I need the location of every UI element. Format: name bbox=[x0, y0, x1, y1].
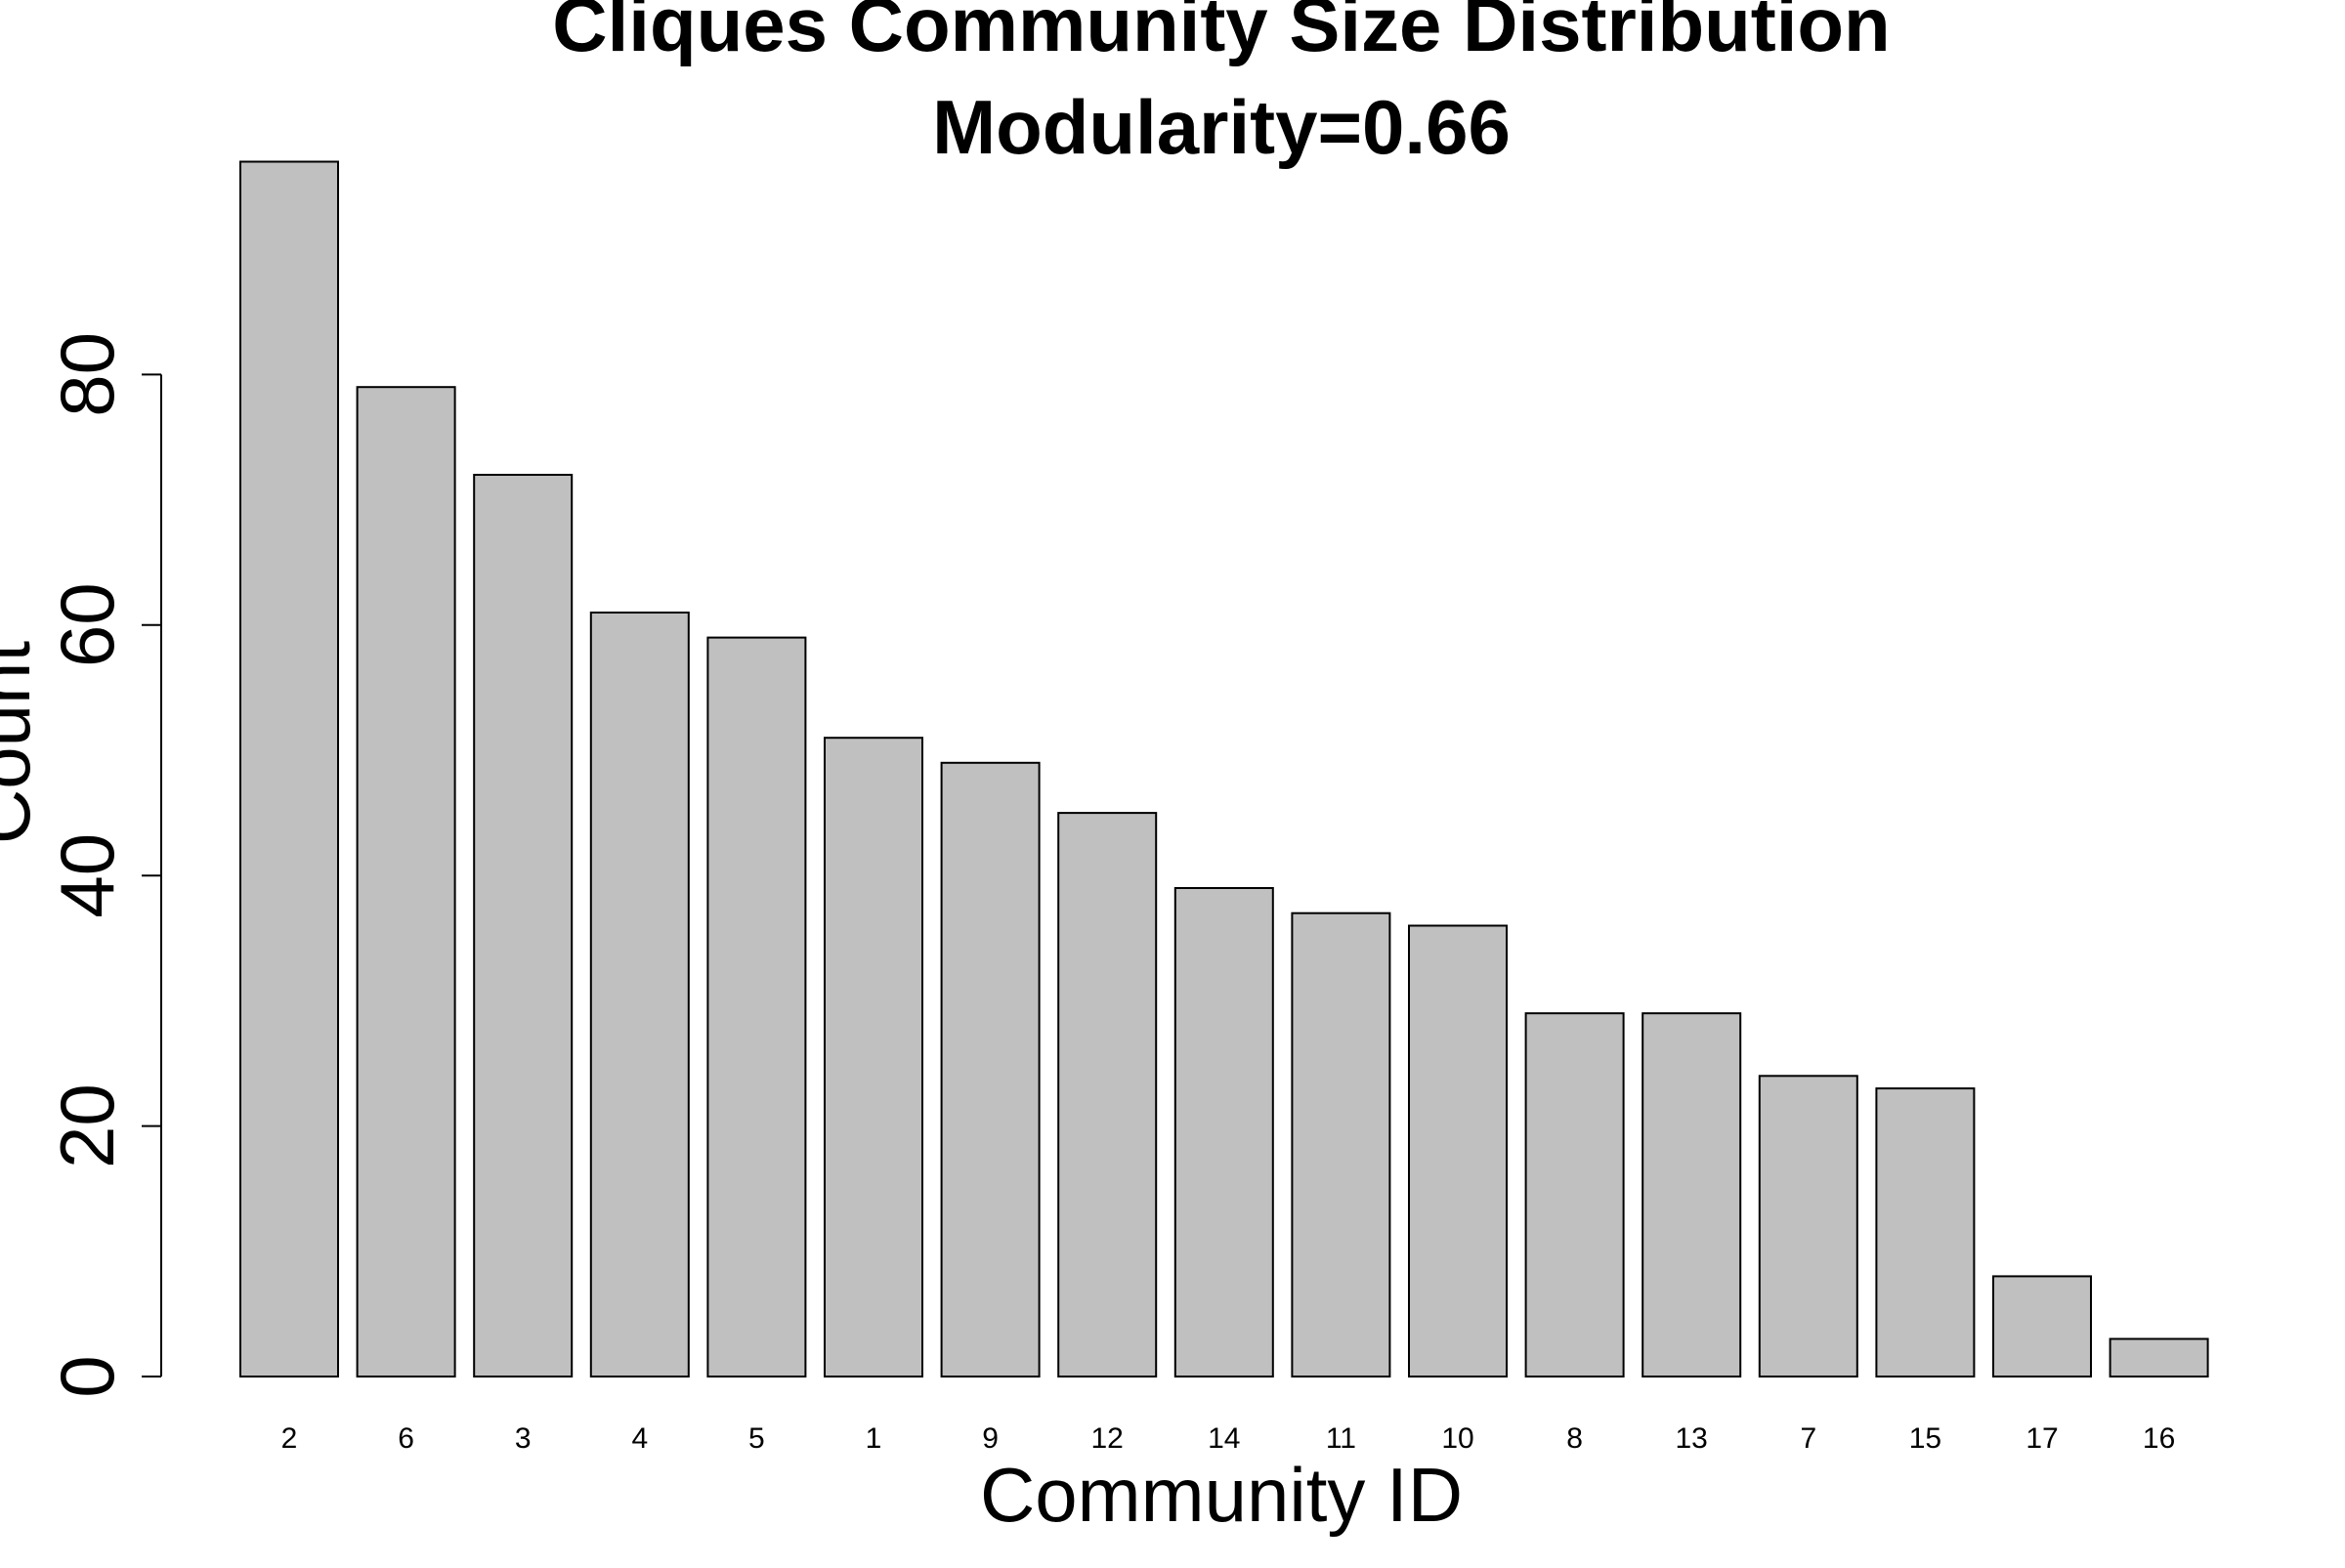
y-axis: 0 20 40 60 80 bbox=[44, 332, 162, 1398]
x-tick-label: 5 bbox=[748, 1422, 765, 1455]
bar-17 bbox=[1992, 1275, 2092, 1378]
x-tick-label: 1 bbox=[866, 1422, 882, 1455]
x-tick-label: 2 bbox=[281, 1422, 298, 1455]
y-tick-label: 60 bbox=[44, 582, 130, 667]
x-axis-label: Community ID bbox=[980, 1452, 1463, 1538]
bars-group bbox=[239, 160, 2209, 1378]
bar-11 bbox=[1291, 911, 1391, 1377]
bar-12 bbox=[1057, 812, 1158, 1377]
bar-4 bbox=[589, 612, 690, 1377]
bar-3 bbox=[473, 474, 574, 1377]
bar-7 bbox=[1758, 1075, 1858, 1378]
bar-2 bbox=[239, 160, 339, 1377]
chart-title: Cliques Community Size Distribution bbox=[552, 0, 1890, 67]
x-tick-label: 16 bbox=[2143, 1422, 2175, 1455]
x-tick-label: 13 bbox=[1676, 1422, 1708, 1455]
x-tick-label: 7 bbox=[1800, 1422, 1816, 1455]
y-tick-label: 80 bbox=[44, 332, 130, 417]
bar-15 bbox=[1875, 1087, 1976, 1377]
y-axis-label: Count bbox=[0, 641, 46, 844]
x-tick-label: 12 bbox=[1091, 1422, 1124, 1455]
x-tick-label: 15 bbox=[1909, 1422, 1941, 1455]
y-tick-label: 0 bbox=[44, 1355, 130, 1397]
bar-8 bbox=[1524, 1012, 1625, 1377]
bar-14 bbox=[1173, 887, 1274, 1377]
x-tick-label: 8 bbox=[1566, 1422, 1583, 1455]
x-axis: 2 6 3 4 5 1 9 12 14 11 10 8 13 7 15 17 16 bbox=[281, 1422, 2176, 1455]
x-tick-label: 17 bbox=[2025, 1422, 2058, 1455]
x-tick-label: 6 bbox=[398, 1422, 414, 1455]
y-tick-label: 40 bbox=[44, 833, 130, 918]
x-tick-label: 3 bbox=[515, 1422, 532, 1455]
x-tick-label: 4 bbox=[631, 1422, 648, 1455]
bar-6 bbox=[356, 386, 456, 1377]
bar-16 bbox=[2109, 1337, 2209, 1377]
bar-1 bbox=[824, 737, 923, 1377]
x-tick-label: 14 bbox=[1208, 1422, 1240, 1455]
bar-5 bbox=[706, 636, 807, 1377]
bar-9 bbox=[940, 761, 1041, 1377]
chart-subtitle: Modularity=0.66 bbox=[932, 84, 1511, 170]
x-tick-label: 10 bbox=[1441, 1422, 1473, 1455]
x-tick-label: 9 bbox=[982, 1422, 999, 1455]
y-tick-label: 20 bbox=[44, 1083, 130, 1168]
x-tick-label: 11 bbox=[1326, 1422, 1356, 1455]
bar-13 bbox=[1642, 1012, 1742, 1377]
bar-10 bbox=[1408, 924, 1508, 1377]
